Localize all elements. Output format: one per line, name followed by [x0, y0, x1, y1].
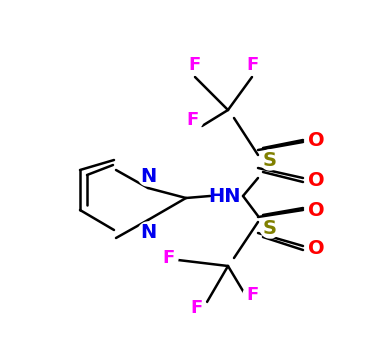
Text: O: O	[308, 238, 324, 257]
Circle shape	[306, 130, 326, 150]
Text: N: N	[140, 167, 156, 185]
Text: S: S	[263, 151, 277, 170]
Circle shape	[306, 238, 326, 258]
Text: F: F	[247, 56, 259, 74]
Circle shape	[185, 55, 205, 75]
Circle shape	[306, 200, 326, 220]
Circle shape	[215, 186, 235, 206]
Text: F: F	[247, 286, 259, 304]
Circle shape	[138, 166, 158, 186]
Text: F: F	[189, 56, 201, 74]
Circle shape	[260, 218, 280, 238]
Text: O: O	[308, 131, 324, 150]
Text: O: O	[308, 171, 324, 189]
Circle shape	[243, 55, 263, 75]
Circle shape	[243, 285, 263, 305]
Circle shape	[183, 110, 203, 130]
Circle shape	[260, 150, 280, 170]
Circle shape	[138, 222, 158, 242]
Text: S: S	[263, 219, 277, 237]
Text: O: O	[308, 200, 324, 220]
Text: F: F	[187, 111, 199, 129]
Text: N: N	[140, 223, 156, 241]
Text: HN: HN	[209, 187, 241, 205]
Circle shape	[306, 170, 326, 190]
Circle shape	[187, 298, 207, 318]
Circle shape	[158, 248, 178, 268]
Text: F: F	[191, 299, 203, 317]
Text: F: F	[162, 249, 174, 267]
